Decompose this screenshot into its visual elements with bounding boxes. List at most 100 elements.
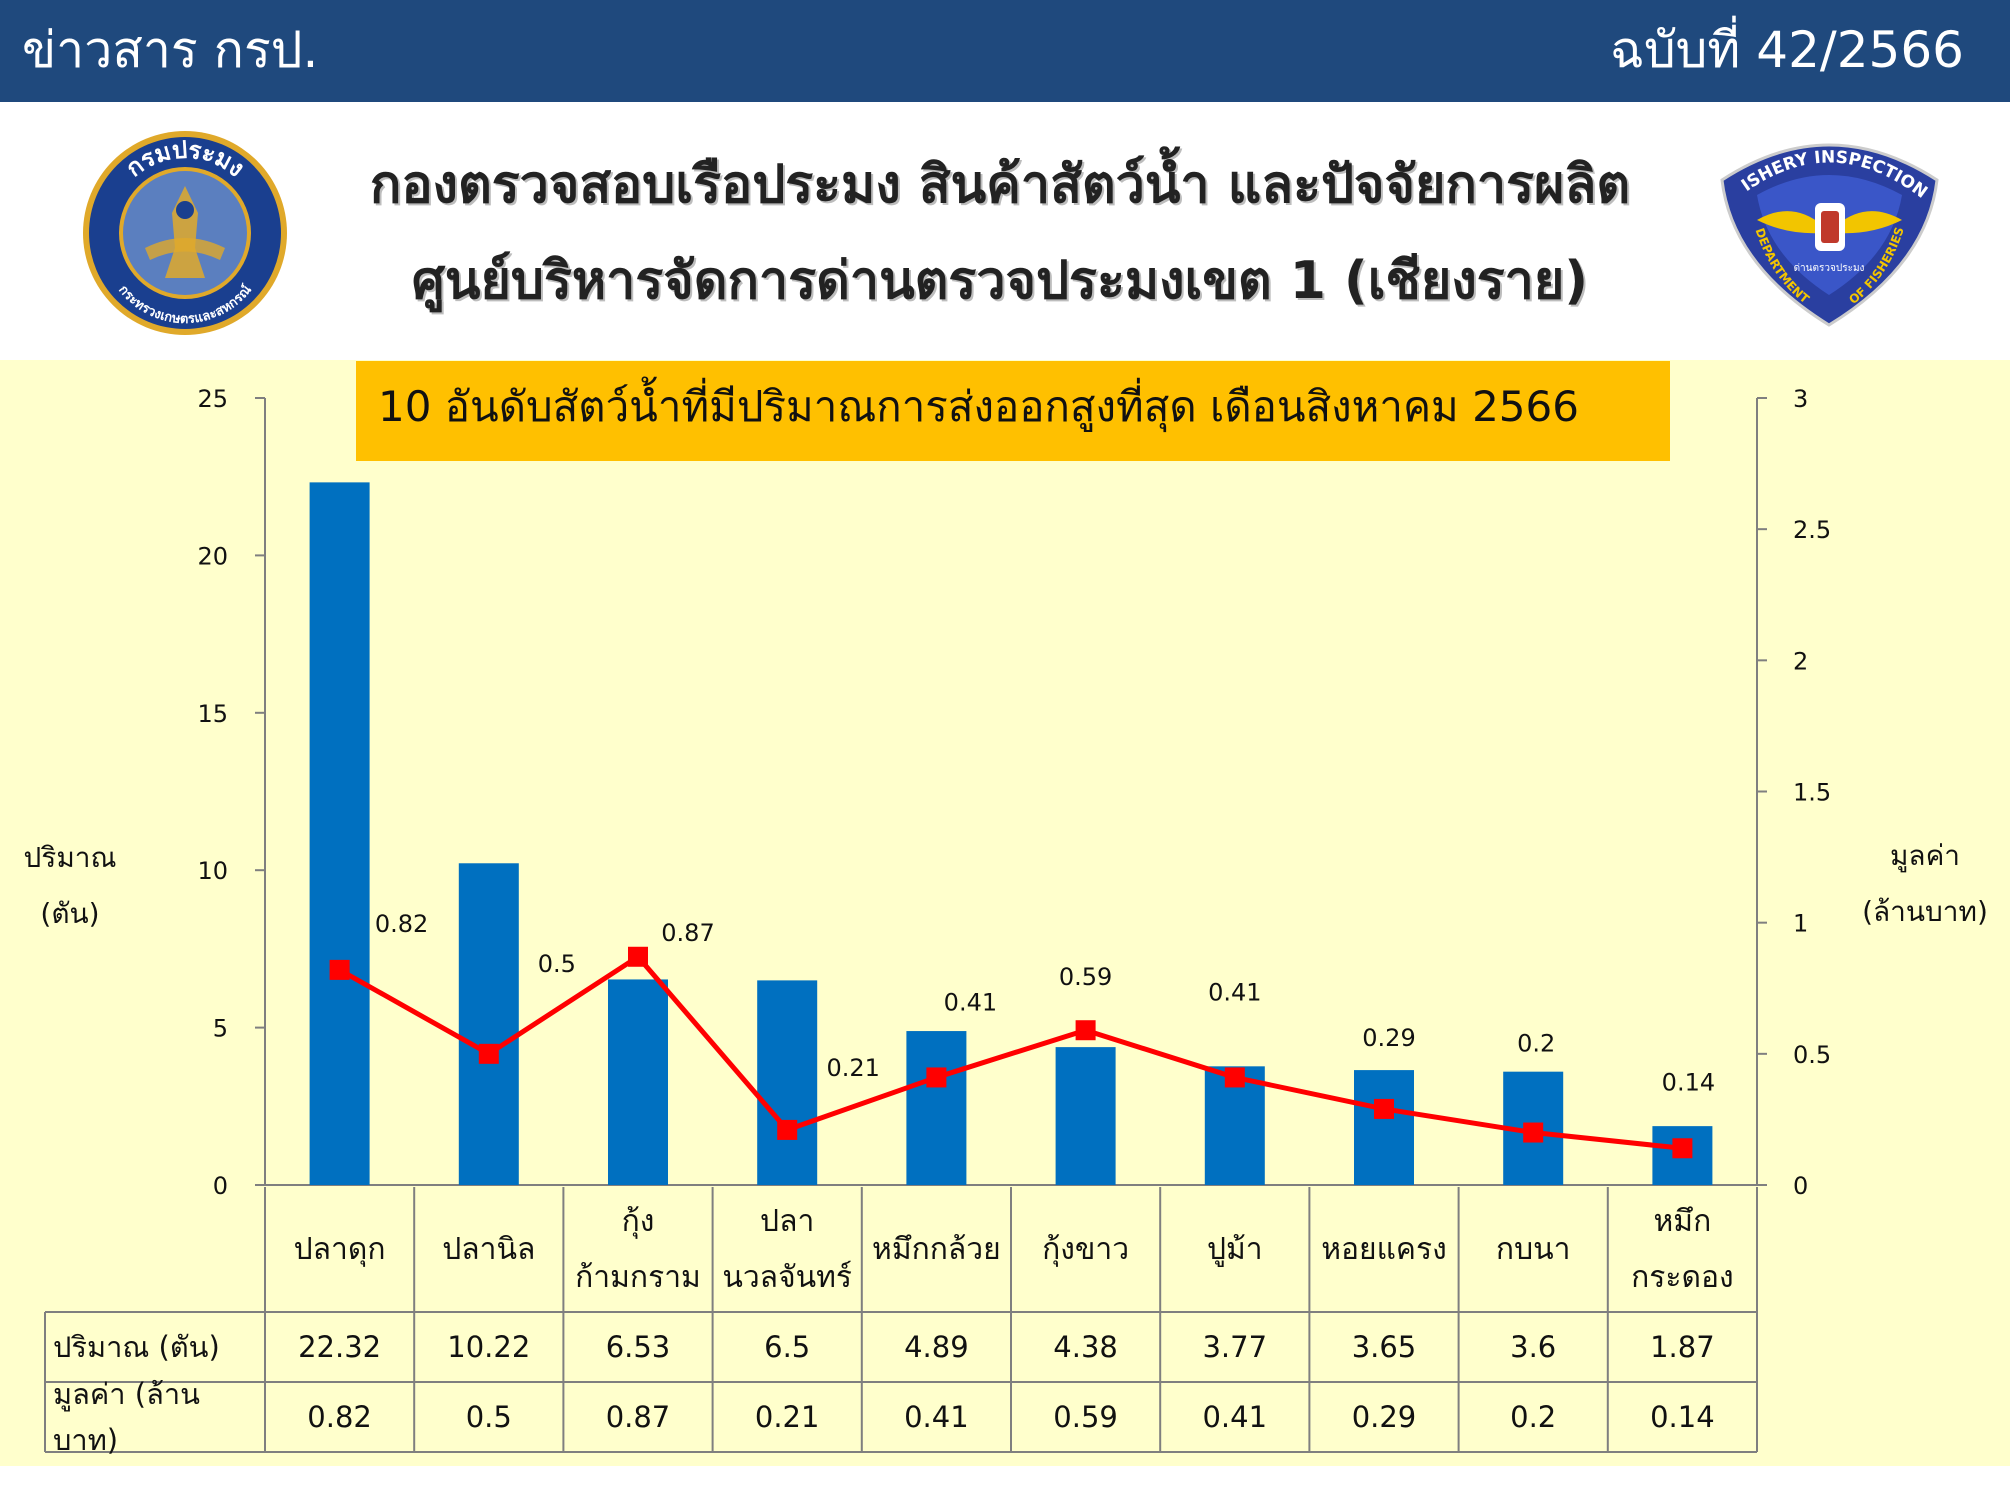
left-axis-title-line: (ตัน) <box>40 897 100 930</box>
category-label-line: กบนา <box>1495 1231 1571 1267</box>
category-label-line: กุ้ง <box>621 1203 655 1239</box>
right-tick-label: 3 <box>1793 385 1808 413</box>
issue-number: ฉบับที่ 42/2566 <box>1609 21 1964 79</box>
table-value-cell: 0.21 <box>754 1400 820 1434</box>
table-row-header: ปริมาณ (ตัน) <box>53 1330 220 1364</box>
table-row-header: มูลค่า (ล้านบาท) <box>53 1377 200 1457</box>
left-tick-label: 25 <box>197 385 228 413</box>
left-tick-label: 0 <box>213 1172 228 1200</box>
left-tick-label: 15 <box>197 700 228 728</box>
top-banner: ข่าวสาร กรป. ฉบับที่ 42/2566 <box>0 0 2010 102</box>
chart-title: 10 อันดับสัตว์น้ำที่มีปริมาณการส่งออกสูง… <box>378 382 1579 431</box>
table-value-cell: 3.77 <box>1202 1330 1268 1364</box>
right-axis-title-line: มูลค่า <box>1889 839 1961 872</box>
category-label: ปลานิล <box>414 1187 563 1312</box>
table-value-cell: 4.89 <box>904 1330 969 1364</box>
value-point-marker <box>478 1043 499 1064</box>
category-label: หมึกกล้วย <box>862 1187 1011 1312</box>
quantity-bar <box>458 863 519 1185</box>
right-tick-label: 0 <box>1793 1172 1808 1200</box>
left-tick-label: 10 <box>197 857 228 885</box>
department-of-fisheries-logo: กรมประมง กระทรวงเกษตรและสหกรณ์ <box>83 131 287 335</box>
category-label: กุ้งขาว <box>1011 1187 1160 1312</box>
quantity-bar <box>906 1031 967 1185</box>
table-value-cell: 6.5 <box>764 1330 811 1364</box>
table-value-cell: 0.82 <box>307 1400 372 1434</box>
center-title: ศูนย์บริหารจัดการด่านตรวจประมงเขต 1 (เชี… <box>411 251 1589 311</box>
fishery-inspection-badge: FISHERY INSPECTION DEPARTMENT OF FISHERI… <box>1712 125 1939 327</box>
right-tick-label: 1.5 <box>1793 779 1831 807</box>
left-axis-title-line: ปริมาณ <box>23 841 117 874</box>
page-header: กองตรวจสอบเรือประมง สินค้าสัตว์น้ำ และปั… <box>0 102 2010 360</box>
right-axis-title: มูลค่า (ล้านบาท) <box>1850 828 2000 940</box>
category-label-line: กระดอง <box>1631 1259 1734 1295</box>
value-data-label: 0.82 <box>375 910 428 938</box>
table-value-cell: 0.5 <box>465 1400 512 1434</box>
category-label: กบนา <box>1459 1187 1608 1312</box>
table-value-cell: 3.6 <box>1510 1330 1557 1364</box>
value-data-label: 0.29 <box>1362 1024 1415 1052</box>
value-point-marker <box>1374 1098 1394 1119</box>
table-value-cell: 0.29 <box>1351 1400 1417 1434</box>
category-label-line: หอยแครง <box>1321 1231 1447 1267</box>
value-data-label: 0.59 <box>1059 963 1112 991</box>
right-axis-title-line: (ล้านบาท) <box>1862 895 1988 928</box>
right-tick-label: 2.5 <box>1793 516 1831 544</box>
category-label-line: นวลจันทร์ <box>722 1259 853 1295</box>
table-value-cell: 10.22 <box>447 1330 531 1364</box>
table-value-cell: 4.38 <box>1053 1330 1118 1364</box>
table-value-cell: 0.14 <box>1650 1400 1715 1434</box>
value-data-label: 0.5 <box>538 950 576 978</box>
table-value-cell: 1.87 <box>1650 1330 1715 1364</box>
value-data-label: 0.87 <box>661 919 714 947</box>
table-value-cell: 0.41 <box>904 1400 969 1434</box>
quantity-bar <box>1055 1047 1116 1185</box>
value-data-label: 0.2 <box>1517 1030 1555 1058</box>
left-axis-title: ปริมาณ (ตัน) <box>10 830 130 942</box>
category-label-line: กุ้งขาว <box>1042 1231 1130 1267</box>
quantity-bar <box>1354 1070 1414 1185</box>
table-value-cell: 0.2 <box>1510 1400 1557 1434</box>
quantity-bar <box>608 979 668 1185</box>
value-point-marker <box>628 946 648 967</box>
value-line <box>338 954 1683 1151</box>
value-point-marker <box>1672 1138 1693 1159</box>
table-value-cell: 22.32 <box>298 1330 382 1364</box>
right-tick-label: 2 <box>1793 647 1808 675</box>
category-label: หอยแครง <box>1309 1187 1458 1312</box>
category-label: ปูม้า <box>1160 1187 1309 1312</box>
category-label-line: ปลานิล <box>442 1231 536 1267</box>
value-point-marker <box>1224 1067 1245 1088</box>
table-value-cell: 0.87 <box>605 1400 671 1434</box>
category-label: ปลาดุก <box>265 1187 414 1312</box>
division-title: กองตรวจสอบเรือประมง สินค้าสัตว์น้ำ และปั… <box>369 155 1631 215</box>
value-point-marker <box>1523 1122 1544 1143</box>
footer-strip <box>0 1466 2010 1500</box>
value-data-label: 0.14 <box>1662 1068 1715 1096</box>
quantity-bar <box>757 980 818 1185</box>
value-point-marker <box>926 1067 947 1088</box>
category-label-line: ปูม้า <box>1206 1231 1263 1267</box>
newsletter-label: ข่าวสาร กรป. <box>22 21 319 79</box>
category-label: กุ้งก้ามกราม <box>563 1187 712 1312</box>
table-value-cell: 3.65 <box>1351 1330 1417 1364</box>
category-label-line: ปลาดุก <box>293 1231 386 1267</box>
value-point-marker <box>777 1119 798 1140</box>
value-point-marker <box>329 959 350 980</box>
category-label-line: ปลา <box>760 1203 815 1239</box>
value-data-label: 0.21 <box>826 1054 879 1082</box>
svg-text:ด่านตรวจประมง: ด่านตรวจประมง <box>1794 263 1865 274</box>
table-value-cell: 6.53 <box>605 1330 671 1364</box>
left-tick-label: 5 <box>213 1015 228 1043</box>
table-value-cell: 0.41 <box>1202 1400 1268 1434</box>
table-value-cell: 0.59 <box>1053 1400 1118 1434</box>
chart-title-box: 10 อันดับสัตว์น้ำที่มีปริมาณการส่งออกสูง… <box>356 361 1670 461</box>
category-label: หมึกกระดอง <box>1608 1187 1757 1312</box>
right-tick-label: 1 <box>1793 910 1808 938</box>
category-label-line: ก้ามกราม <box>575 1259 701 1295</box>
right-tick-label: 0.5 <box>1793 1041 1831 1069</box>
value-data-label: 0.41 <box>944 988 997 1016</box>
category-label-line: หมึก <box>1653 1203 1712 1239</box>
category-label: ปลานวลจันทร์ <box>713 1187 862 1312</box>
